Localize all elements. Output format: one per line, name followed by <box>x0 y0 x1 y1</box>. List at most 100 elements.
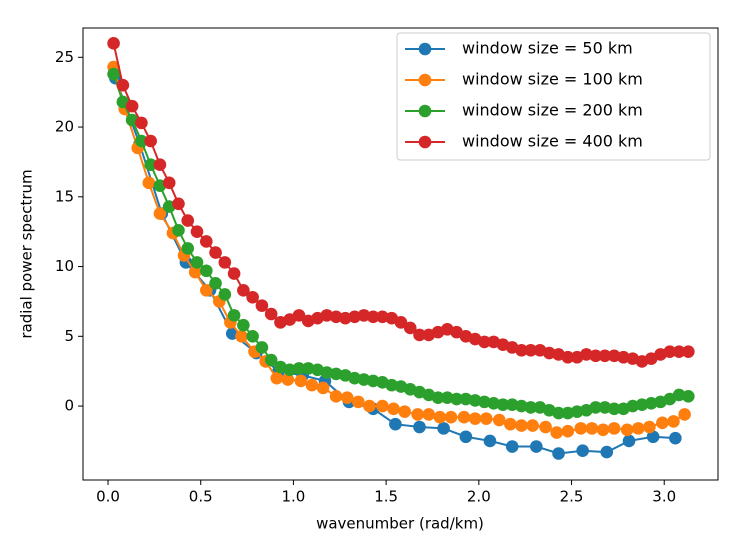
marker <box>107 67 120 81</box>
x-tick-label: 1.0 <box>282 488 306 506</box>
marker <box>598 349 612 363</box>
marker <box>600 445 614 459</box>
marker <box>646 430 660 444</box>
marker <box>550 426 564 439</box>
marker <box>235 330 248 343</box>
marker <box>607 402 621 416</box>
marker <box>672 345 686 358</box>
marker <box>270 371 284 385</box>
marker <box>644 396 658 410</box>
y-tick-label: 15 <box>55 187 74 205</box>
marker <box>574 422 588 435</box>
marker <box>329 367 343 381</box>
legend-label: window size = 100 km <box>462 70 643 89</box>
marker <box>301 362 315 375</box>
marker <box>144 134 157 148</box>
marker <box>255 341 269 354</box>
marker <box>264 307 278 321</box>
marker <box>190 256 204 269</box>
marker <box>394 316 408 329</box>
marker <box>340 391 354 404</box>
marker <box>181 214 195 227</box>
marker <box>348 371 361 385</box>
marker <box>283 363 297 377</box>
marker <box>246 290 259 304</box>
marker <box>663 345 677 358</box>
marker <box>561 424 575 438</box>
marker <box>413 328 426 342</box>
marker <box>316 381 330 395</box>
marker <box>172 223 185 237</box>
marker <box>656 416 669 430</box>
marker <box>505 398 519 411</box>
marker <box>357 309 371 322</box>
marker <box>441 391 454 404</box>
marker <box>376 399 389 413</box>
marker <box>515 343 528 357</box>
marker <box>478 335 491 349</box>
marker <box>667 415 680 428</box>
marker <box>348 310 361 324</box>
marker <box>478 395 491 409</box>
marker <box>561 350 575 364</box>
marker <box>398 405 411 418</box>
x-tick-label: 1.5 <box>374 488 398 506</box>
marker <box>320 309 334 322</box>
legend-marker <box>418 42 432 56</box>
marker <box>237 283 250 297</box>
marker <box>199 283 213 297</box>
marker <box>199 264 213 278</box>
marker <box>246 330 259 343</box>
marker <box>505 440 519 453</box>
marker <box>596 423 610 437</box>
x-tick-label: 3.0 <box>652 488 676 506</box>
legend-marker <box>418 73 432 87</box>
marker <box>422 408 436 421</box>
marker <box>181 242 195 255</box>
x-tick-label: 2.0 <box>467 488 491 506</box>
marker <box>542 346 556 360</box>
axes-frame <box>82 27 719 481</box>
marker <box>672 388 686 402</box>
marker <box>188 265 202 279</box>
marker <box>135 134 148 148</box>
plot-area <box>107 37 695 460</box>
marker <box>153 158 167 172</box>
marker <box>366 374 380 388</box>
marker <box>144 158 157 172</box>
x-tick-label: 0.5 <box>189 488 213 506</box>
marker <box>504 417 517 431</box>
marker <box>218 256 232 269</box>
marker <box>329 310 343 324</box>
marker <box>153 207 167 220</box>
marker <box>387 402 400 416</box>
marker <box>339 311 352 325</box>
marker <box>479 412 493 425</box>
y-tick-label: 20 <box>55 118 74 136</box>
marker <box>552 447 565 460</box>
marker <box>199 235 213 248</box>
legend-marker <box>418 104 432 118</box>
marker <box>363 399 376 413</box>
marker <box>389 417 402 431</box>
marker <box>294 374 308 388</box>
x-axis-label: wavenumber (rad/km) <box>316 515 484 533</box>
marker <box>539 420 552 434</box>
marker <box>626 399 640 413</box>
marker <box>576 444 589 458</box>
x-tick-label: 2.5 <box>560 488 584 506</box>
marker <box>162 176 176 190</box>
marker <box>589 401 602 414</box>
marker <box>631 422 645 435</box>
marker <box>431 391 445 404</box>
marker <box>264 353 278 367</box>
marker <box>227 267 241 280</box>
marker <box>682 345 695 358</box>
legend-label: window size = 400 km <box>462 132 643 151</box>
marker <box>468 394 482 407</box>
marker <box>459 392 473 406</box>
marker <box>530 440 543 453</box>
marker <box>352 395 365 409</box>
marker <box>570 405 584 418</box>
